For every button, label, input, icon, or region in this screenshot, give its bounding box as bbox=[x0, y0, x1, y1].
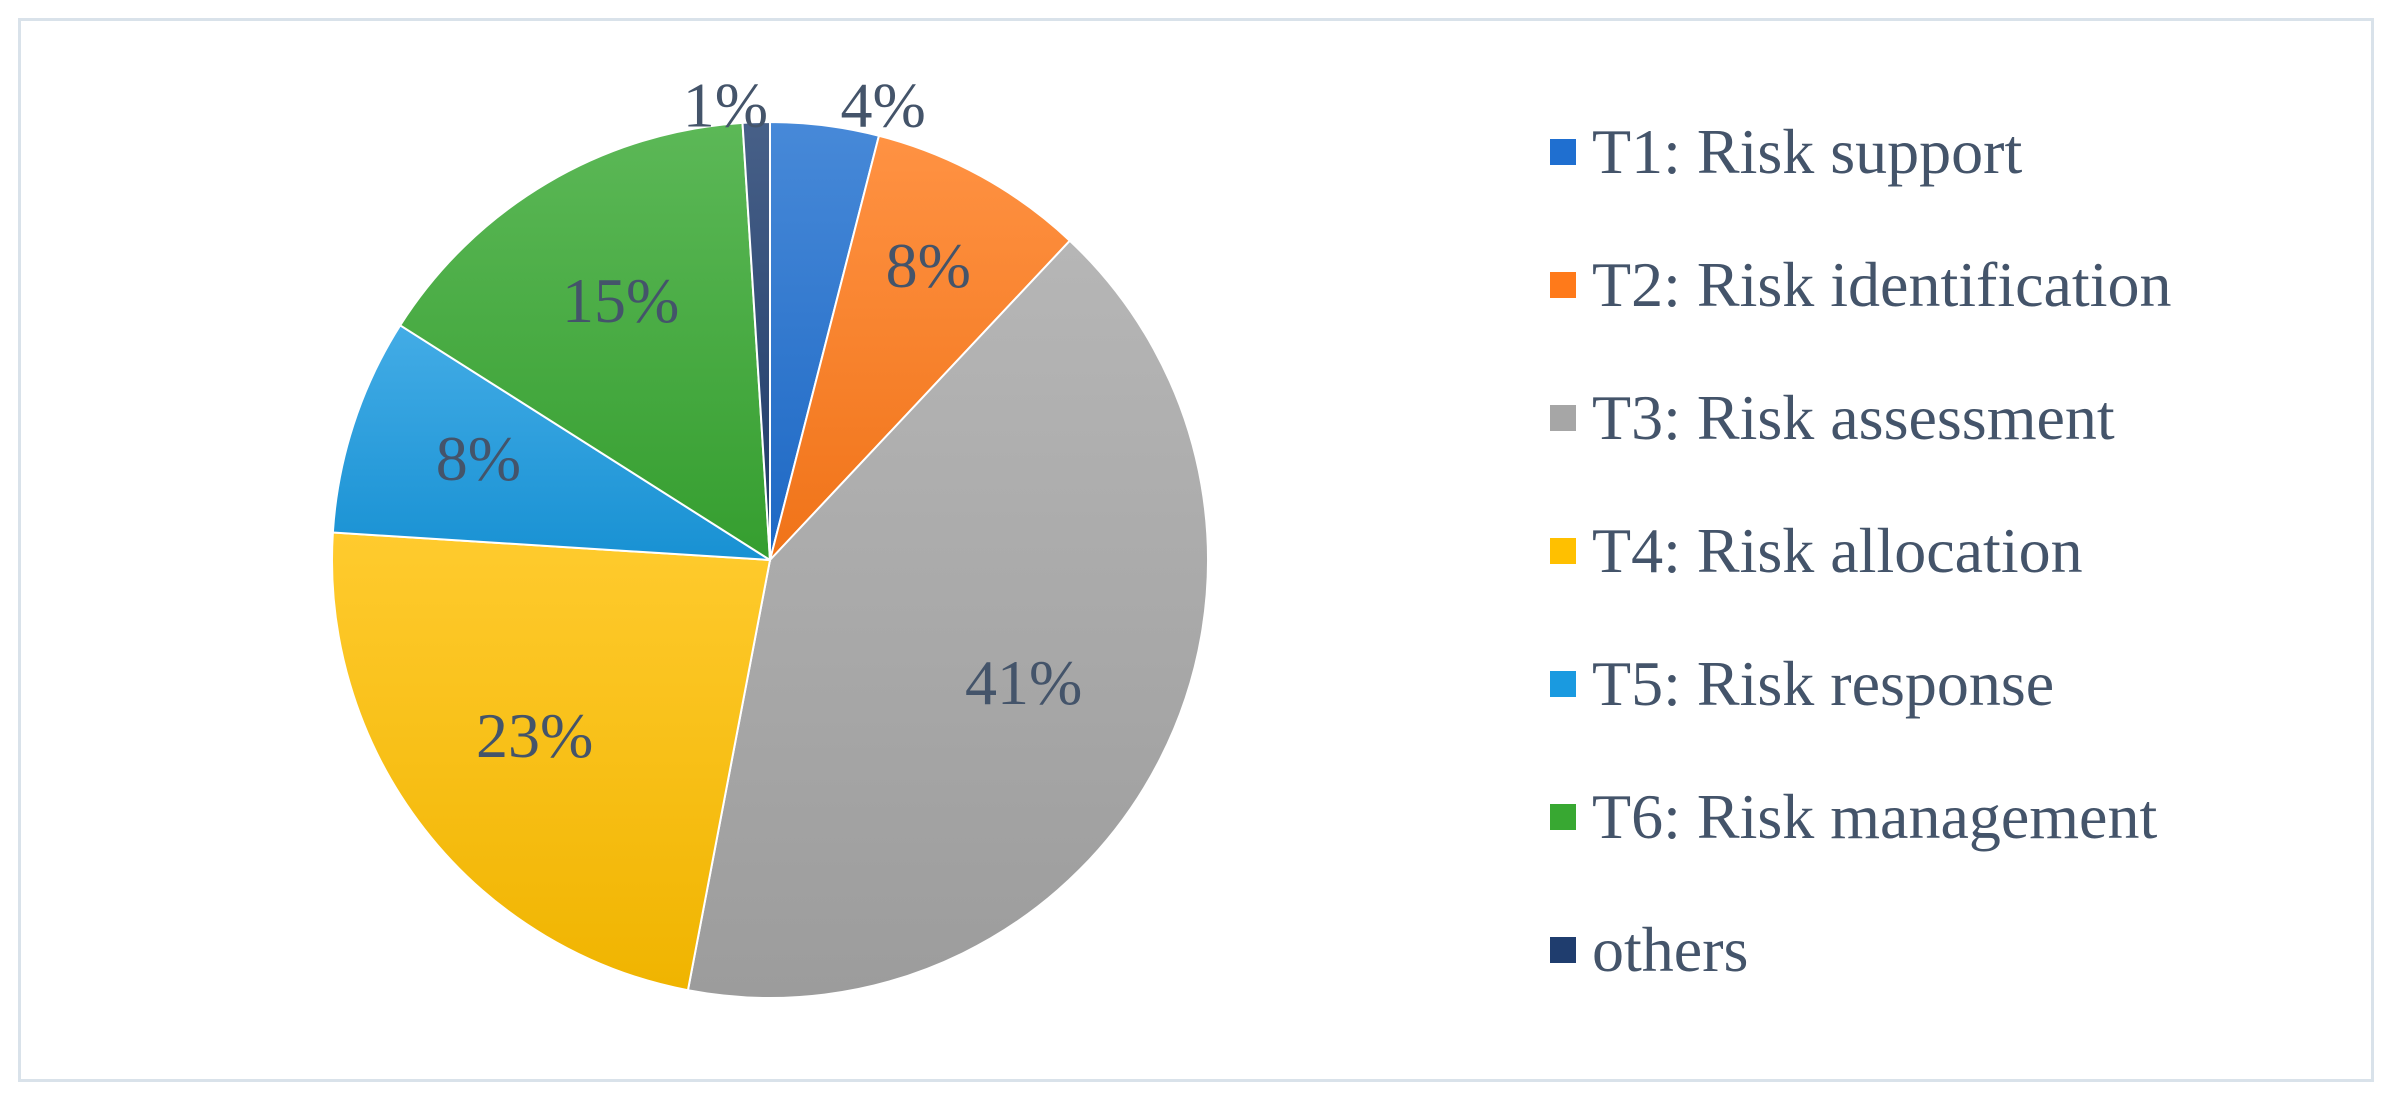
data-label-6: 15% bbox=[562, 265, 679, 336]
legend-swatch-7 bbox=[1550, 937, 1576, 963]
legend-item-1: T1: Risk support bbox=[1550, 112, 2022, 192]
legend-swatch-3 bbox=[1550, 405, 1576, 431]
data-label-5: 8% bbox=[436, 423, 521, 494]
data-label-3: 41% bbox=[965, 647, 1082, 718]
legend-swatch-5 bbox=[1550, 671, 1576, 697]
pie-data-labels: 4% 8% 41% 23% 8% 15% 1% bbox=[436, 70, 1083, 772]
legend-label-2: T2: Risk identification bbox=[1592, 249, 2172, 320]
legend-label-4: T4: Risk allocation bbox=[1592, 515, 2083, 586]
legend-label-7: others bbox=[1592, 914, 1749, 985]
legend-swatch-1 bbox=[1550, 139, 1576, 165]
legend-label-5: T5: Risk response bbox=[1592, 648, 2055, 719]
pie-slices bbox=[331, 120, 1209, 999]
legend-label-1: T1: Risk support bbox=[1592, 116, 2023, 187]
legend-item-6: T6: Risk management bbox=[1550, 777, 2157, 857]
legend-item-3: T3: Risk assessment bbox=[1550, 378, 2115, 458]
legend-swatch-2 bbox=[1550, 272, 1576, 298]
legend-item-5: T5: Risk response bbox=[1550, 644, 2054, 724]
pie-slice-2 bbox=[769, 134, 1072, 561]
legend-item-4: T4: Risk allocation bbox=[1550, 511, 2083, 591]
legend-swatch-4 bbox=[1550, 538, 1576, 564]
legend-item-7: others bbox=[1550, 910, 1748, 990]
pie-slice-6 bbox=[398, 121, 772, 562]
legend-swatch-6 bbox=[1550, 804, 1576, 830]
pie-slice-7 bbox=[741, 120, 771, 561]
pie-slice-5 bbox=[331, 323, 771, 561]
pie-slice-3 bbox=[686, 239, 1209, 999]
data-label-1: 4% bbox=[841, 70, 926, 141]
pie-slice-4 bbox=[331, 531, 772, 992]
data-label-7: 1% bbox=[683, 70, 768, 141]
legend-label-3: T3: Risk assessment bbox=[1592, 382, 2115, 453]
data-label-2: 8% bbox=[886, 230, 971, 301]
legend-label-6: T6: Risk management bbox=[1592, 781, 2158, 852]
legend-item-2: T2: Risk identification bbox=[1550, 245, 2171, 325]
data-label-4: 23% bbox=[476, 700, 593, 771]
